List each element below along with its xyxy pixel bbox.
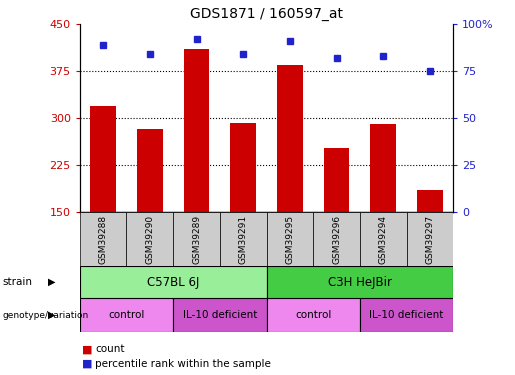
Text: GSM39288: GSM39288 (99, 214, 108, 264)
Text: IL-10 deficient: IL-10 deficient (183, 310, 257, 320)
FancyBboxPatch shape (267, 212, 313, 266)
Text: C3H HeJBir: C3H HeJBir (328, 276, 392, 289)
Text: strain: strain (3, 277, 32, 287)
Bar (90, 106, 116, 212)
Text: ■: ■ (82, 359, 93, 369)
Bar (417, 190, 443, 212)
FancyBboxPatch shape (267, 298, 360, 332)
Text: ■: ■ (82, 345, 93, 354)
Text: ▶: ▶ (48, 277, 56, 287)
FancyBboxPatch shape (220, 212, 267, 266)
FancyBboxPatch shape (80, 212, 127, 266)
Text: control: control (108, 310, 145, 320)
Text: GSM39294: GSM39294 (379, 214, 388, 264)
FancyBboxPatch shape (406, 212, 453, 266)
Bar (230, 123, 256, 212)
FancyBboxPatch shape (360, 212, 406, 266)
Text: GSM39295: GSM39295 (285, 214, 295, 264)
Text: ▶: ▶ (48, 310, 56, 320)
Text: percentile rank within the sample: percentile rank within the sample (95, 359, 271, 369)
Bar (137, 129, 163, 212)
Text: IL-10 deficient: IL-10 deficient (369, 310, 444, 320)
FancyBboxPatch shape (267, 266, 453, 298)
Text: GSM39291: GSM39291 (238, 214, 248, 264)
Bar (277, 65, 303, 212)
Text: GSM39290: GSM39290 (145, 214, 154, 264)
FancyBboxPatch shape (313, 212, 360, 266)
Text: count: count (95, 345, 125, 354)
Text: GSM39296: GSM39296 (332, 214, 341, 264)
FancyBboxPatch shape (173, 212, 220, 266)
Bar (184, 50, 209, 212)
FancyBboxPatch shape (80, 298, 173, 332)
Title: GDS1871 / 160597_at: GDS1871 / 160597_at (190, 7, 343, 21)
FancyBboxPatch shape (173, 298, 267, 332)
FancyBboxPatch shape (80, 266, 267, 298)
Text: C57BL 6J: C57BL 6J (147, 276, 199, 289)
FancyBboxPatch shape (127, 212, 173, 266)
Bar (370, 124, 396, 212)
Text: GSM39289: GSM39289 (192, 214, 201, 264)
FancyBboxPatch shape (360, 298, 453, 332)
Bar (324, 148, 349, 212)
Text: GSM39297: GSM39297 (425, 214, 434, 264)
Text: genotype/variation: genotype/variation (3, 310, 89, 320)
Text: control: control (295, 310, 331, 320)
